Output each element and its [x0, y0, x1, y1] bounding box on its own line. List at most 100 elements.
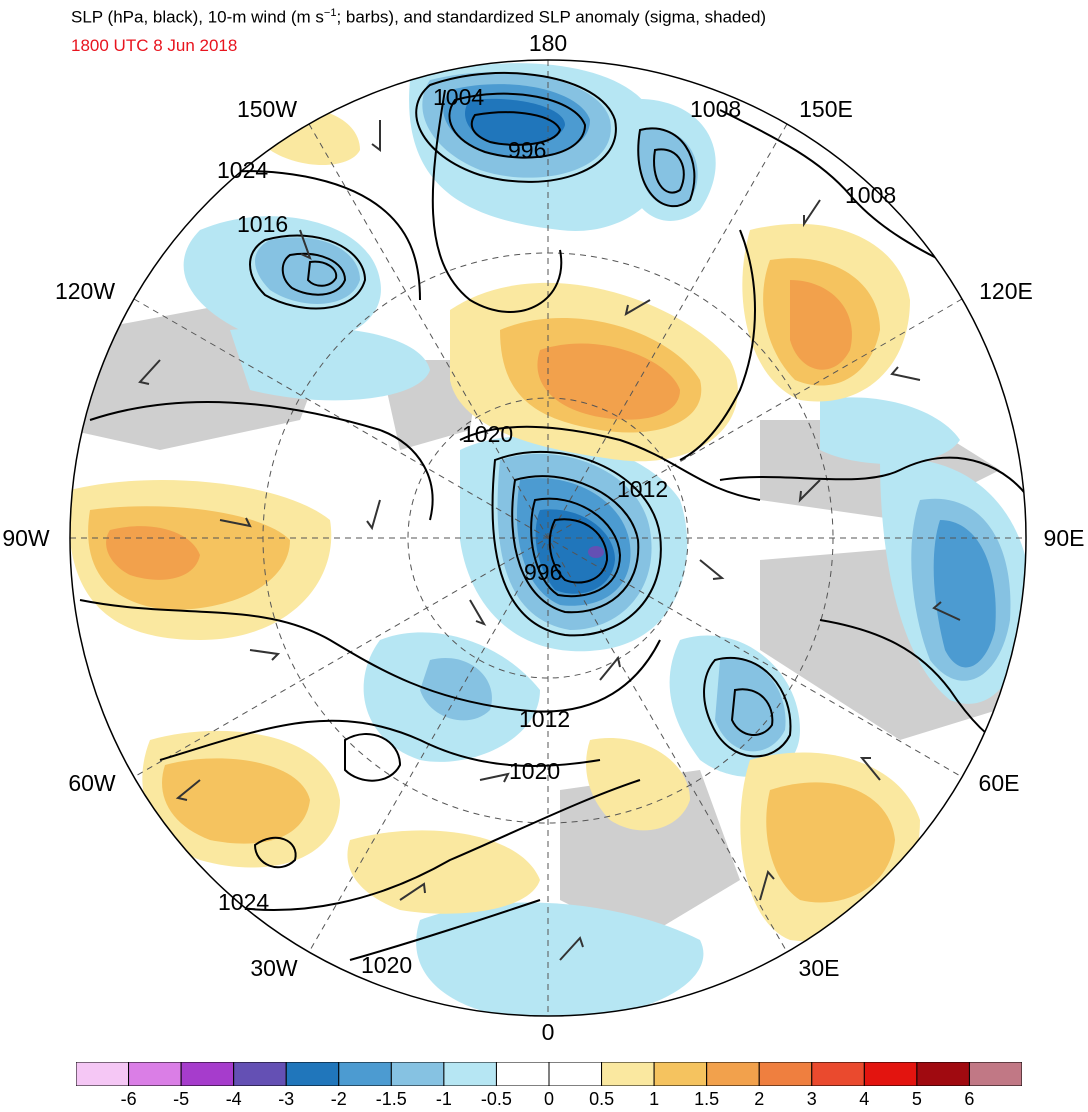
colorbar-swatch: [863, 1062, 918, 1086]
anomaly-negative: [230, 326, 430, 401]
colorbar-swatch: [811, 1062, 865, 1086]
contour-label: 1024: [217, 157, 268, 183]
wind-barb: [624, 299, 651, 317]
contour-label: 1024: [218, 889, 269, 915]
wind-barb: [249, 649, 281, 661]
wind-barb: [859, 757, 881, 781]
contour-label: 1008: [845, 182, 896, 208]
longitude-label: 150W: [237, 96, 297, 122]
colorbar-label: -3: [278, 1089, 294, 1109]
longitude-label: 60W: [68, 770, 116, 796]
isobar: [344, 733, 402, 782]
colorbar-swatch: [128, 1062, 182, 1086]
colorbar-label: 2: [754, 1089, 764, 1109]
longitude-label: 30W: [250, 955, 298, 981]
graticule: [70, 60, 1026, 1016]
isobar: [281, 252, 347, 296]
anomaly-positive: [586, 738, 690, 831]
contour-label: 1004: [433, 84, 484, 110]
polar-map: 1004 1008 996 1024 1016 1008 1020 1012 9…: [2, 30, 1085, 1045]
longitude-label: 120E: [979, 278, 1033, 304]
isobar: [448, 92, 587, 159]
colorbar-label: 6: [964, 1089, 974, 1109]
valid-time: 1800 UTC 8 Jun 2018: [71, 35, 238, 55]
colorbar-swatch: [443, 1062, 497, 1086]
wind-barb: [469, 599, 487, 626]
colorbar-swatch: [76, 1062, 130, 1086]
isobar: [249, 234, 367, 310]
isobar: [548, 518, 609, 584]
isobar: [719, 456, 1026, 501]
longitude-label: 30E: [799, 955, 840, 981]
meridian: [133, 298, 963, 778]
colorbar-label: -2: [331, 1089, 347, 1109]
anomaly-negative: [465, 98, 565, 145]
colorbar-label: 0: [544, 1089, 554, 1109]
contour-labels: 1004 1008 996 1024 1016 1008 1020 1012 9…: [217, 84, 896, 978]
contour-label: 996: [508, 137, 546, 163]
wind-barb: [366, 499, 381, 531]
isobar: [306, 260, 338, 287]
isobar: [679, 229, 756, 461]
wind-barb: [175, 779, 201, 801]
isobars: [79, 71, 1026, 961]
isobar: [637, 127, 696, 207]
isobar: [719, 109, 961, 271]
isobar: [349, 899, 541, 961]
colorbar-label: -6: [121, 1089, 137, 1109]
colorbar-label: 1: [649, 1089, 659, 1109]
colorbar-swatch: [180, 1062, 235, 1086]
longitude-label: 90E: [1044, 525, 1085, 551]
colorbar-swatch: [706, 1062, 760, 1086]
colorbar-swatch: [233, 1062, 287, 1086]
anomaly-core: [588, 546, 604, 558]
isobar: [459, 425, 761, 501]
colorbar-swatch: [390, 1062, 445, 1086]
anomaly-negative: [420, 658, 492, 721]
colorbar-swatch: [653, 1062, 708, 1086]
contour-label: 1020: [462, 421, 513, 447]
map-svg: 1004 1008 996 1024 1016 1008 1020 1012 9…: [2, 30, 1085, 1045]
colorbar-swatch: [338, 1062, 392, 1086]
longitude-label: 90W: [2, 525, 50, 551]
colorbar-label: 3: [807, 1089, 817, 1109]
colorbar-label: -0.5: [481, 1089, 512, 1109]
anomaly-positive: [790, 280, 852, 370]
contour-label: 1012: [617, 476, 668, 502]
colorbar-label: 4: [859, 1089, 869, 1109]
anomaly-negative: [255, 237, 360, 304]
longitude-label: 120W: [55, 278, 115, 304]
colorbar: [76, 1062, 1022, 1086]
colorbar-swatch: [968, 1062, 1022, 1086]
wind-barb: [890, 366, 921, 381]
map-boundary: [69, 59, 1027, 1017]
anomaly-positive: [347, 830, 540, 914]
anomaly-negative: [820, 397, 960, 464]
isobar: [89, 400, 434, 521]
isobar: [219, 779, 641, 911]
colorbar-swatch: [601, 1062, 655, 1086]
contour-label: 1012: [519, 706, 570, 732]
wind-barb: [299, 229, 312, 260]
wind-barbs: [138, 120, 961, 961]
anomaly-negative: [416, 902, 704, 1016]
contour-label: 1020: [509, 758, 560, 784]
figure-title: SLP (hPa, black), 10-m wind (m s−1; barb…: [71, 7, 767, 27]
colorbar-label: -1.5: [376, 1089, 407, 1109]
colorbar-swatch: [916, 1062, 970, 1086]
anomaly-negative: [933, 520, 996, 668]
wind-barb: [803, 199, 821, 228]
contour-label: 996: [524, 559, 562, 585]
isobar: [491, 451, 662, 637]
contour-label: 1016: [237, 211, 288, 237]
wind-barb: [479, 772, 510, 783]
contour-label: 1020: [361, 952, 412, 978]
wind-barb: [932, 601, 961, 621]
longitude-label: 0: [542, 1019, 555, 1045]
colorbar-label: -5: [173, 1089, 189, 1109]
isobar: [79, 599, 661, 713]
isobar: [511, 475, 640, 614]
anomaly-negative: [715, 658, 786, 752]
wind-barb: [138, 359, 161, 385]
isobar: [199, 170, 421, 301]
